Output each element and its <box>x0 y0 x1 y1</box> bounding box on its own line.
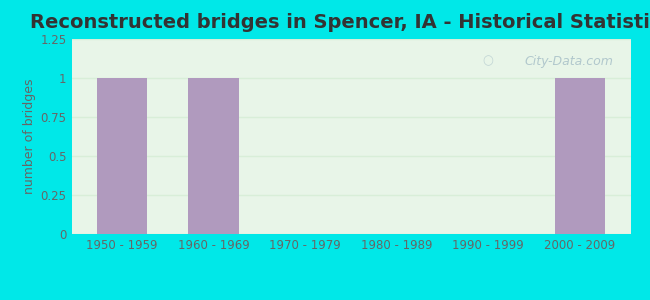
Title: Reconstructed bridges in Spencer, IA - Historical Statistics: Reconstructed bridges in Spencer, IA - H… <box>29 13 650 32</box>
Text: City-Data.com: City-Data.com <box>525 55 614 68</box>
Bar <box>554 78 605 234</box>
Bar <box>97 78 148 234</box>
Y-axis label: number of bridges: number of bridges <box>23 79 36 194</box>
Text: ○: ○ <box>482 55 493 68</box>
Bar <box>188 78 239 234</box>
